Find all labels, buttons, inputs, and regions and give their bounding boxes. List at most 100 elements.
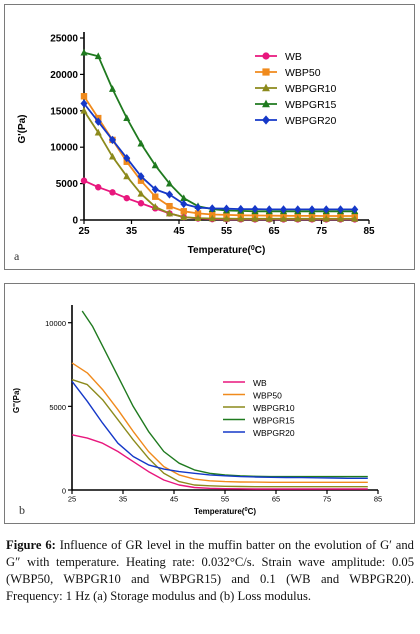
chart-a-series-wbpgr10-point-18 bbox=[336, 214, 345, 222]
chart-a-series-wbpgr15-point-1 bbox=[94, 52, 102, 60]
chart-a-series-wbpgr20-point-17 bbox=[322, 205, 330, 214]
chart-b-legend-wbpgr10-label: WBPGR10 bbox=[253, 403, 295, 413]
chart-a-series-wbpgr10-point-16 bbox=[308, 214, 316, 222]
chart-a-series-wbpgr20-point-0 bbox=[80, 99, 88, 108]
chart-b-legend-wbpgr15-label: WBPGR15 bbox=[253, 416, 295, 426]
chart-a-series-wbpgr20-point-10 bbox=[222, 204, 231, 213]
chart-b-y-tick-label-0: 0 bbox=[62, 487, 66, 496]
chart-b-series-wbpgr20-line bbox=[71, 380, 368, 480]
chart-a-series-wbpgr20-point-14 bbox=[279, 205, 288, 214]
chart-a-legend-wbpgr10-marker bbox=[262, 83, 270, 92]
chart-a-series-wbpgr10-point-10 bbox=[222, 214, 231, 222]
chart-a-series-wbpgr10-point-5 bbox=[151, 203, 159, 210]
chart-a-series-wbpgr10-point-11 bbox=[237, 214, 245, 222]
chart-b-xlabel: Temperature(0C) bbox=[194, 507, 256, 516]
chart-a-series-wbpgr20-point-13 bbox=[265, 205, 273, 214]
chart-a-series-wbpgr20-point-8 bbox=[194, 203, 202, 212]
caption-text: Influence of GR level in the muffin batt… bbox=[6, 538, 414, 603]
chart-a-y-tick-label-20000: 20000 bbox=[50, 70, 78, 81]
chart-a-ylabel: G'(Pa) bbox=[17, 114, 28, 143]
chart-a-series-wbpgr10-point-1 bbox=[94, 128, 102, 136]
chart-a-series-wbpgr15-point-6 bbox=[165, 179, 174, 187]
chart-b-x-tick-label-55: 55 bbox=[221, 495, 229, 504]
chart-a-series-wbpgr20-point-3 bbox=[123, 153, 131, 163]
chart-a-series-wbp50-point-9 bbox=[209, 211, 216, 218]
chart-a-xlabel: Temperature(0C) bbox=[188, 245, 266, 257]
chart-a-y-tick-label-0: 0 bbox=[72, 216, 78, 227]
chart-a-series-wbp50-point-5 bbox=[152, 193, 159, 200]
chart-a-series-wbpgr10-point-7 bbox=[180, 213, 188, 220]
chart-a-series-wbpgr10-point-3 bbox=[123, 172, 131, 180]
chart-a-series-wbpgr10-line bbox=[83, 110, 355, 220]
chart-a-series-wbpgr20-point-15 bbox=[294, 205, 302, 214]
chart-a-legend-wbpgr20-label: WBPGR20 bbox=[285, 115, 337, 127]
chart-b-series-wbpgr10-line bbox=[71, 378, 368, 488]
panel-a-storage-modulus: 0 5000 10000 15000 20000 25000 25 35 45 55 65 75 85 G… bbox=[4, 4, 415, 270]
chart-b-xlabel-end: C) bbox=[248, 507, 257, 516]
chart-a-legend-wbpgr15-label: WBPGR15 bbox=[285, 99, 337, 111]
chart-a-series-wbpgr10-point-4 bbox=[137, 189, 145, 197]
chart-b-x-tick-label-85: 85 bbox=[374, 495, 382, 504]
chart-a-legend-wb-label: WB bbox=[285, 51, 302, 63]
chart-a-legend-wbpgr15-marker bbox=[262, 99, 270, 108]
chart-b-legend-wbpgr20-label: WBPGR20 bbox=[253, 428, 295, 438]
chart-a-series-wb-point-0 bbox=[80, 177, 88, 184]
chart-a-series-wbp50-point-4 bbox=[137, 177, 145, 184]
chart-a-series-wbpgr10-point-0 bbox=[80, 106, 88, 114]
chart-a-legend-wbpgr10-label: WBPGR10 bbox=[285, 83, 337, 95]
chart-a-series-wbpgr20-point-7 bbox=[180, 199, 188, 209]
chart-a-legend-wb-marker bbox=[262, 52, 270, 60]
chart-a-series-wbp50-point-0 bbox=[80, 93, 88, 100]
chart-a-xlabel-sup: 0 bbox=[251, 245, 255, 252]
figure-caption: Figure 6: Influence of GR level in the m… bbox=[6, 537, 414, 605]
panel-a-label: a bbox=[14, 249, 20, 263]
chart-b-x-tick-label-25: 25 bbox=[68, 495, 76, 504]
chart-a-series-wbpgr15-line bbox=[83, 51, 355, 213]
chart-a-series-wbpgr10-point-12 bbox=[251, 214, 259, 222]
chart-a-series-wbpgr20-point-12 bbox=[251, 204, 259, 214]
chart-b-series-wbp50-line bbox=[71, 362, 368, 484]
chart-a-series-wb-point-3 bbox=[123, 194, 130, 202]
chart-a-series-wbpgr20-point-18 bbox=[336, 205, 345, 214]
chart-a-series-wbpgr10-point-13 bbox=[265, 214, 273, 222]
chart-a-legend-wbp50-marker bbox=[262, 68, 270, 76]
chart-a-legend-wbp50-label: WBP50 bbox=[285, 67, 321, 79]
caption-label: Figure 6: bbox=[6, 538, 56, 552]
chart-a-series-wbpgr15-point-0 bbox=[80, 48, 88, 56]
chart-a-x-tick-label-75: 75 bbox=[316, 226, 328, 237]
chart-a-series-wbpgr20-point-11 bbox=[237, 204, 245, 214]
chart-b-xlabel-sup: 0 bbox=[244, 507, 247, 513]
panel-b-loss-modulus: 0 5000 10000 25 35 45 55 65 75 85 G''(Pa) Temperatu… bbox=[4, 283, 415, 524]
chart-a-svg: 0 5000 10000 15000 20000 25000 25 35 45 55 65 75 85 G… bbox=[17, 32, 375, 257]
chart-a-y-tick-label-25000: 25000 bbox=[50, 34, 78, 45]
chart-b-series-wb-line bbox=[71, 434, 368, 490]
chart-a-series-wbpgr10-point-9 bbox=[208, 214, 216, 222]
chart-a-xlabel-end: C) bbox=[255, 245, 266, 256]
chart-a-xlabel-main: Temperature( bbox=[188, 245, 252, 256]
chart-a-series-wbpgr10-point-14 bbox=[279, 214, 288, 222]
chart-a-series-wbpgr20-point-2 bbox=[108, 135, 117, 145]
chart-a-series-wbpgr10-point-2 bbox=[108, 152, 117, 160]
chart-a-series-wbpgr20-point-4 bbox=[137, 172, 145, 181]
chart-a-series-wbpgr20-point-19 bbox=[351, 205, 359, 214]
chart-a-series-wbpgr15-point-5 bbox=[151, 161, 159, 169]
chart-b-xlabel-main: Temperature( bbox=[194, 507, 245, 516]
chart-b-y-tick-label-10000: 10000 bbox=[45, 319, 66, 328]
chart-a-series-wb-point-1 bbox=[95, 184, 102, 191]
chart-a-series-wbpgr20-point-1 bbox=[94, 117, 102, 126]
chart-a-series-wbpgr10-point-15 bbox=[294, 214, 302, 222]
chart-b-x-tick-label-65: 65 bbox=[272, 495, 280, 504]
chart-a-y-tick-label-5000: 5000 bbox=[56, 179, 79, 190]
chart-a-y-tick-label-15000: 15000 bbox=[50, 106, 78, 117]
chart-a-series-wbpgr20-point-6 bbox=[165, 190, 174, 199]
chart-a-y-tick-label-10000: 10000 bbox=[50, 143, 78, 154]
chart-a-x-tick-label-85: 85 bbox=[363, 226, 375, 237]
chart-a-series-wb-point-4 bbox=[137, 200, 145, 207]
chart-a-series-wbp50-point-7 bbox=[180, 208, 187, 215]
chart-a-x-tick-label-45: 45 bbox=[173, 226, 185, 237]
chart-b-x-tick-label-45: 45 bbox=[170, 495, 178, 504]
chart-a-legend-wbpgr20-marker bbox=[262, 115, 270, 125]
chart-a-x-tick-label-65: 65 bbox=[268, 226, 280, 237]
chart-b-y-tick-label-5000: 5000 bbox=[49, 403, 66, 412]
chart-b-ylabel: G''(Pa) bbox=[12, 388, 21, 413]
